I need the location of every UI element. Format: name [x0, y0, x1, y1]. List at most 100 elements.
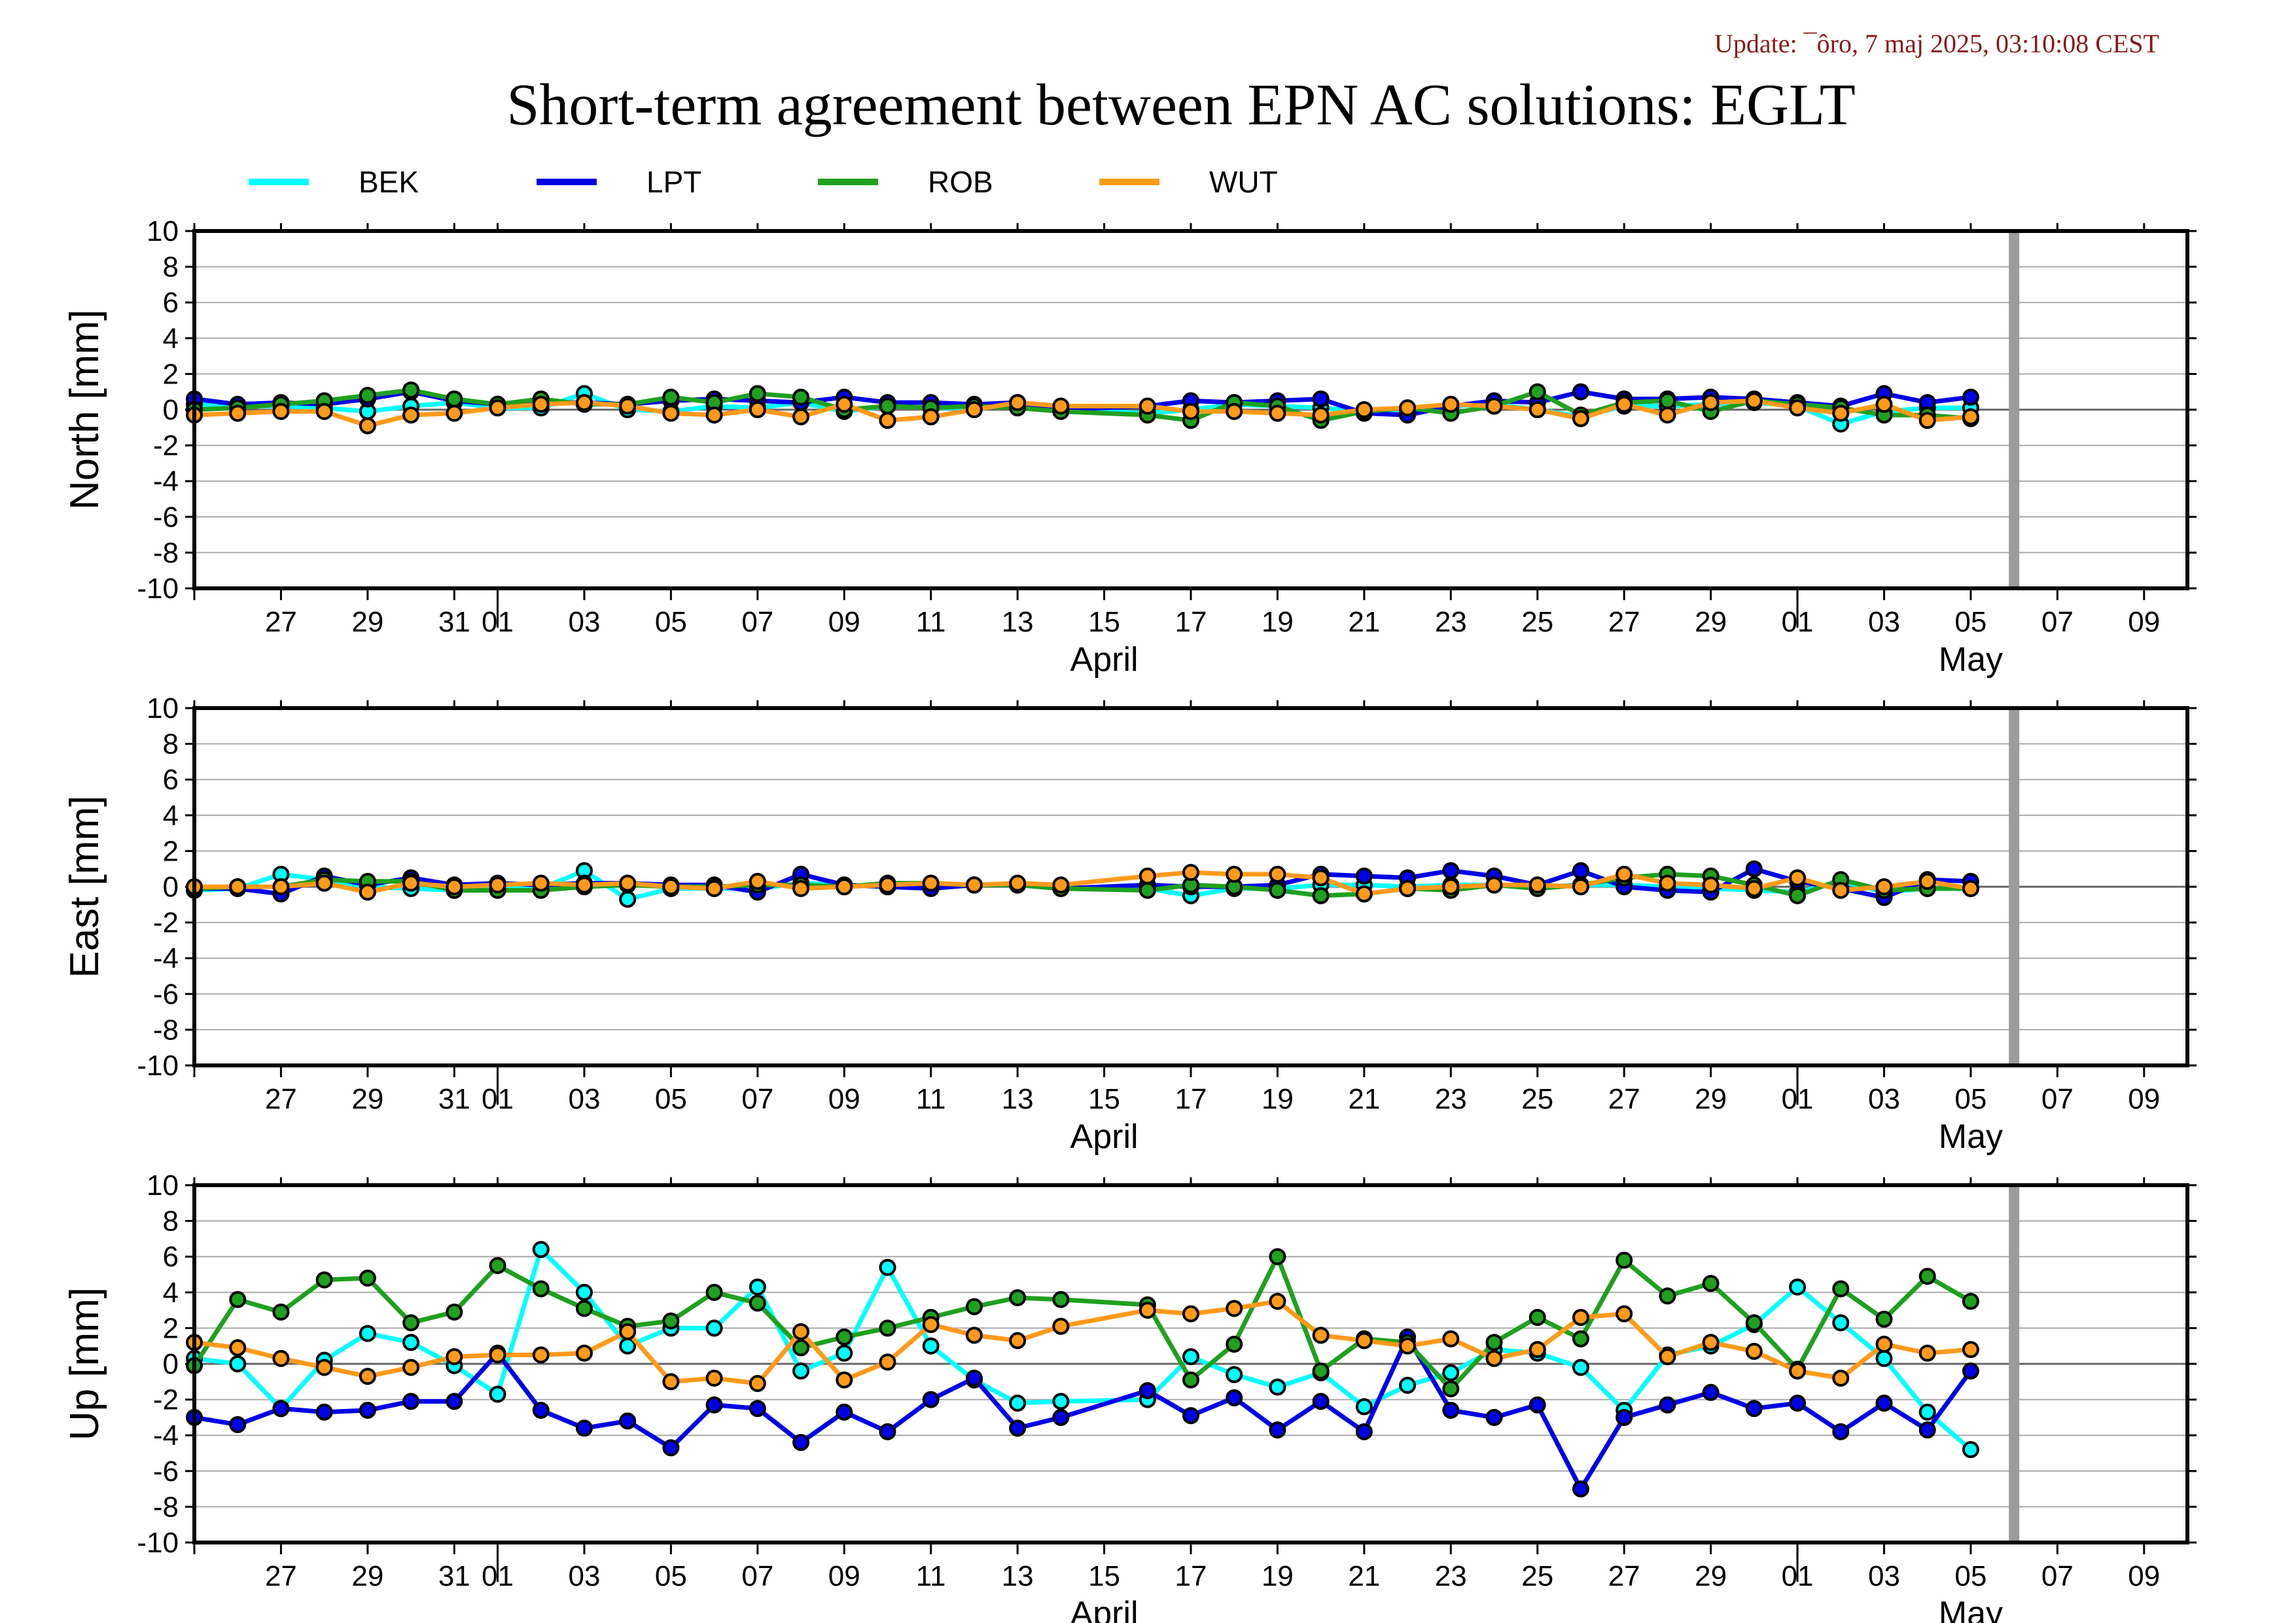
data-point [1355, 401, 1373, 418]
x-tick-label: 03 [1868, 1560, 1900, 1592]
data-point [1182, 1407, 1199, 1425]
data-point [965, 1369, 983, 1387]
legend-label-wut: WUT [1209, 165, 1278, 199]
y-tick-label: 6 [163, 764, 179, 796]
legend-label-rob: ROB [928, 165, 993, 199]
data-point [1702, 1334, 1720, 1351]
data-point [662, 878, 680, 895]
month-label: April [1070, 641, 1139, 679]
data-point [662, 1439, 680, 1457]
data-point [879, 876, 896, 894]
data-point [1918, 412, 1936, 429]
x-tick-label: 01 [1782, 1083, 1814, 1115]
data-point [229, 1291, 247, 1308]
x-tick-label: 11 [916, 606, 946, 638]
data-point [1485, 1334, 1503, 1351]
data-point [836, 1344, 853, 1362]
data-point [1528, 401, 1546, 418]
data-point [1918, 1268, 1936, 1285]
data-point [315, 874, 333, 892]
data-point [1789, 1395, 1807, 1412]
y-tick-label: 8 [163, 728, 179, 760]
y-tick-label: -10 [137, 1050, 179, 1082]
data-point [402, 1334, 420, 1351]
x-tick-label: 17 [1175, 1083, 1207, 1115]
data-point [1918, 872, 1936, 890]
data-point [792, 408, 810, 425]
data-point [359, 1401, 376, 1419]
plot-frame [192, 229, 2189, 590]
y-tick-label: -10 [137, 1527, 179, 1559]
data-point [749, 401, 766, 418]
x-tick-label: 09 [2128, 1083, 2160, 1115]
legend: BEK LPT ROB WUT [249, 165, 1278, 199]
data-point [879, 1258, 896, 1276]
data-point [1182, 864, 1199, 882]
data-point [1745, 1342, 1763, 1360]
data-point [1875, 878, 1893, 895]
data-point [1702, 876, 1720, 894]
legend-label-lpt: LPT [646, 165, 701, 199]
data-point [1659, 392, 1676, 410]
y-tick-label: -8 [153, 1491, 179, 1523]
x-tick-label: 05 [655, 606, 687, 638]
data-point [792, 388, 810, 406]
data-point [749, 1400, 766, 1418]
month-label: May [1939, 1595, 2003, 1623]
data-point [359, 417, 376, 435]
data-point [1918, 1344, 1936, 1362]
data-point [1572, 1359, 1589, 1376]
data-point [1355, 1332, 1373, 1349]
x-tick-label: 29 [351, 1083, 383, 1115]
y-tick-label: 8 [163, 1205, 179, 1238]
y-tick-label: -8 [153, 537, 179, 569]
data-point [922, 1337, 940, 1355]
y-tick-label: 6 [163, 1241, 179, 1273]
data-point [1962, 1293, 1979, 1310]
x-tick-label: 17 [1175, 606, 1207, 638]
data-point [792, 1339, 810, 1357]
data-point [1702, 1383, 1720, 1401]
data-point [1399, 1337, 1417, 1355]
x-tick-label: 31 [438, 1560, 470, 1592]
y-tick-label: 0 [163, 1348, 179, 1380]
y-tick-label: 10 [147, 692, 179, 724]
data-point [1875, 1335, 1893, 1353]
data-point [1528, 876, 1546, 894]
y-tick-label: -6 [153, 978, 179, 1010]
data-point [705, 1369, 723, 1387]
data-point [1572, 1330, 1589, 1347]
y-tick-label: 0 [163, 394, 179, 426]
x-tick-label: 13 [1002, 1083, 1034, 1115]
x-tick-label: 11 [916, 1083, 946, 1115]
x-tick-label: 09 [828, 1083, 860, 1115]
x-tick-label: 01 [1782, 1560, 1814, 1592]
panel-north: 10 8 6 42 0 -2-4 -6 -8 -10 North [mm] 27 29 31 01 03 05… [62, 215, 2197, 679]
data-point [489, 876, 506, 894]
x-tick-label: 05 [1954, 1560, 1987, 1592]
data-point [1052, 1393, 1070, 1410]
y-tick-label: -2 [153, 1384, 179, 1416]
data-point [1528, 1309, 1546, 1327]
data-point [1616, 1305, 1633, 1323]
data-point [1009, 1395, 1027, 1412]
data-point [1832, 1423, 1850, 1440]
x-tick-label: 09 [828, 1560, 860, 1592]
data-point [1442, 1380, 1460, 1398]
data-point [1226, 402, 1243, 420]
data-point [402, 1393, 420, 1410]
data-point [1226, 1300, 1243, 1317]
data-point [922, 1391, 940, 1408]
data-point [1659, 1396, 1676, 1414]
data-point [272, 1349, 290, 1367]
data-point [1789, 887, 1807, 904]
x-tick-label: 25 [1521, 606, 1553, 638]
data-point [1659, 406, 1676, 424]
data-point [1312, 1327, 1330, 1344]
x-tick-label: 23 [1435, 1083, 1467, 1115]
data-point [315, 1403, 333, 1421]
data-point [1312, 390, 1330, 408]
y-tick-label: 2 [163, 835, 179, 867]
data-point [1832, 882, 1850, 899]
data-point [965, 1327, 983, 1344]
